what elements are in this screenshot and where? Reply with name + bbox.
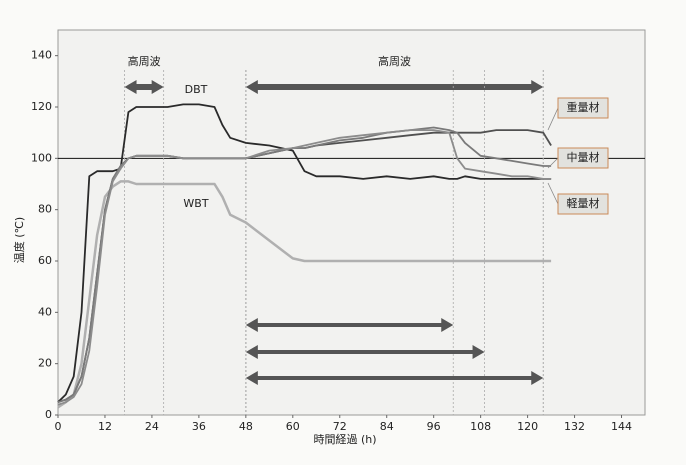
range-arrow xyxy=(245,345,485,359)
x-tick-label: 48 xyxy=(239,420,253,433)
x-tick-label: 120 xyxy=(517,420,538,433)
legend-connector xyxy=(547,157,559,169)
x-tick-label: 96 xyxy=(427,420,441,433)
x-tick-label: 60 xyxy=(286,420,300,433)
series-label: DBT xyxy=(185,83,208,96)
y-tick-label: 120 xyxy=(31,100,52,113)
range-arrow xyxy=(124,80,164,94)
legend-box xyxy=(557,147,609,169)
y-axis-label: 温度 (℃) xyxy=(12,217,26,263)
range-label: 高周波 xyxy=(128,54,161,68)
range-arrow xyxy=(245,371,544,385)
legend-label: 重量材 xyxy=(567,100,600,114)
y-tick-label: 40 xyxy=(38,305,52,318)
legend-box xyxy=(557,97,609,119)
x-tick-label: 0 xyxy=(55,420,62,433)
x-tick-label: 144 xyxy=(611,420,632,433)
series-label: WBT xyxy=(183,197,208,210)
range-arrow xyxy=(245,318,454,332)
legend-box xyxy=(557,193,609,215)
range-arrow xyxy=(245,80,544,94)
series-line xyxy=(57,103,552,403)
series-line xyxy=(57,180,552,409)
legend-connector xyxy=(547,182,559,205)
series-line xyxy=(57,129,552,406)
x-tick-label: 24 xyxy=(145,420,159,433)
y-tick-label: 0 xyxy=(45,408,52,421)
range-label: 高周波 xyxy=(378,54,411,68)
x-tick-label: 132 xyxy=(564,420,585,433)
x-axis-label: 時間経過 (h) xyxy=(313,433,376,446)
y-tick-label: 60 xyxy=(38,254,52,267)
x-tick-label: 12 xyxy=(98,420,112,433)
x-tick-label: 84 xyxy=(380,420,394,433)
y-tick-label: 20 xyxy=(38,357,52,370)
legend-label: 中量材 xyxy=(567,150,600,164)
x-tick-label: 72 xyxy=(333,420,347,433)
legend-connector xyxy=(547,107,559,131)
y-tick-label: 80 xyxy=(38,203,52,216)
y-tick-label: 100 xyxy=(31,151,52,164)
x-tick-label: 108 xyxy=(470,420,491,433)
y-tick-label: 140 xyxy=(31,49,52,62)
legend-label: 軽量材 xyxy=(567,196,600,210)
x-tick-label: 36 xyxy=(192,420,206,433)
